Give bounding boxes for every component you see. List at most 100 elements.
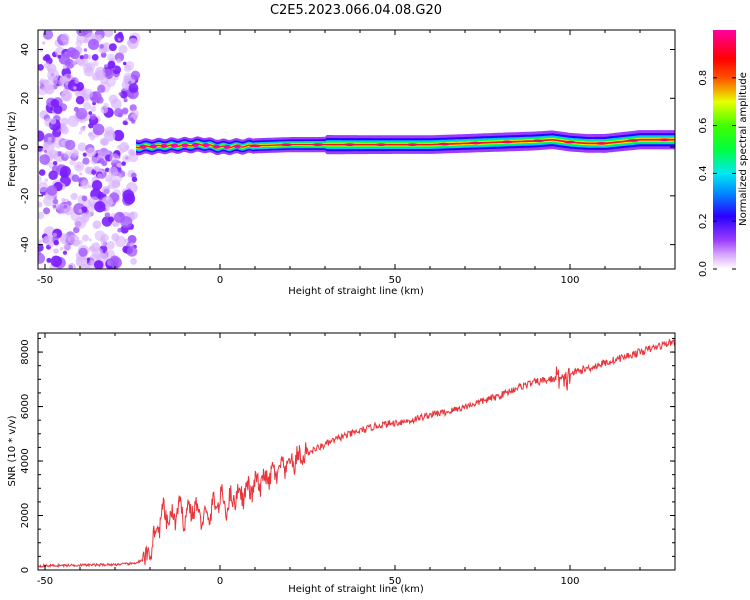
noise-blob <box>68 264 73 269</box>
noise-blob <box>92 220 102 230</box>
signal-peak <box>658 138 671 142</box>
colorbar-tick-label: 0.2 <box>698 213 709 229</box>
noise-blob <box>98 157 105 164</box>
noise-blob <box>117 38 121 42</box>
signal-peak <box>192 142 199 147</box>
noise-blob <box>109 153 120 164</box>
y-tick-label: 6000 <box>20 394 31 419</box>
noise-blob <box>49 117 57 125</box>
spectrogram-panel: -50 0 50 100 -40 -20 0 20 40 Height of straight… <box>7 29 676 297</box>
noise-blob <box>41 41 46 45</box>
colorbar-tick-label: 0.6 <box>698 118 709 134</box>
noise-blob <box>38 201 43 208</box>
noise-blob <box>89 246 93 250</box>
noise-blob <box>38 243 44 252</box>
noise-blob <box>38 169 46 176</box>
noise-blob <box>38 181 49 193</box>
noise-blob <box>50 255 62 268</box>
noise-blob <box>48 170 58 181</box>
noise-blob <box>78 247 88 257</box>
noise-blob <box>53 248 59 254</box>
noise-blob <box>107 184 112 189</box>
noise-blob <box>43 207 51 215</box>
noise-blob <box>52 160 58 166</box>
noise-blob <box>127 91 134 98</box>
noise-blob <box>77 142 87 152</box>
x-tick-label: 50 <box>389 275 402 286</box>
colorbar-ticks: 0.0 0.2 0.4 0.6 0.8 <box>698 70 736 277</box>
noise-blob <box>43 149 48 153</box>
signal-peak <box>213 144 220 149</box>
signal-peak <box>469 141 482 145</box>
noise-blob <box>116 58 122 64</box>
noise-blob <box>114 235 126 248</box>
noise-blob <box>61 198 66 203</box>
noise-blob <box>80 126 86 132</box>
y-tick-label: 20 <box>20 92 31 105</box>
noise-blob <box>60 234 71 245</box>
signal-peak <box>564 140 576 144</box>
noise-blob <box>38 130 45 142</box>
noise-blob <box>38 64 44 71</box>
noise-blob <box>76 30 88 37</box>
noise-blob <box>60 90 72 101</box>
noise-blob <box>79 172 83 176</box>
noise-blob <box>89 259 96 266</box>
colorbar-tick-label: 0.8 <box>698 70 709 86</box>
signal-peak <box>171 143 178 148</box>
noise-blob <box>62 39 69 46</box>
snr-y-axis: 0 2000 4000 6000 8000 <box>20 337 675 573</box>
noise-blob <box>71 174 80 182</box>
noise-blob <box>47 136 52 142</box>
noise-blob <box>82 157 90 165</box>
noise-blob <box>53 105 63 115</box>
noise-blob <box>123 61 127 66</box>
noise-blob <box>78 131 83 135</box>
noise-blob <box>84 166 92 175</box>
noise-blob <box>97 173 103 179</box>
noise-blob <box>110 98 122 110</box>
noise-blob <box>75 107 88 120</box>
noise-blob <box>107 216 115 223</box>
noise-blob <box>38 175 42 183</box>
noise-blob <box>114 108 123 117</box>
noise-blob <box>103 30 114 38</box>
noise-blob <box>78 240 83 245</box>
noise-blob <box>82 88 94 99</box>
noise-blob <box>122 120 128 126</box>
noise-blob <box>122 154 131 163</box>
x-tick-label: 50 <box>389 576 402 587</box>
noise-blob <box>59 247 64 251</box>
noise-blob <box>104 212 111 218</box>
noise-blob <box>78 208 83 213</box>
x-tick-label: 100 <box>560 275 579 286</box>
noise-blob <box>46 257 52 263</box>
noise-blob <box>49 149 59 159</box>
noise-blob <box>81 206 88 213</box>
noise-blob <box>86 147 97 158</box>
noise-blob <box>47 84 54 91</box>
noise-blob <box>123 75 130 83</box>
noise-blob <box>63 243 72 252</box>
spectrogram-frame <box>37 29 676 270</box>
y-tick-label: -40 <box>20 236 31 252</box>
noise-blob <box>44 178 49 182</box>
signal-peak <box>438 142 450 146</box>
noise-blob <box>99 44 104 49</box>
noise-blob <box>77 165 82 169</box>
noise-blob <box>86 211 93 218</box>
noise-blob <box>62 250 68 255</box>
noise-blob <box>108 166 119 177</box>
noise-blob <box>97 84 106 93</box>
noise-blob <box>81 195 88 202</box>
noise-blob <box>102 139 109 146</box>
noise-blob <box>38 239 43 244</box>
noise-blob <box>126 40 132 46</box>
noise-blob <box>47 68 60 81</box>
noise-blob <box>123 98 128 103</box>
noise-blob <box>91 53 99 61</box>
noise-blob <box>42 79 49 86</box>
signal-track <box>136 130 675 156</box>
noise-blob <box>93 260 104 269</box>
y-tick-label: 0 <box>20 567 31 573</box>
